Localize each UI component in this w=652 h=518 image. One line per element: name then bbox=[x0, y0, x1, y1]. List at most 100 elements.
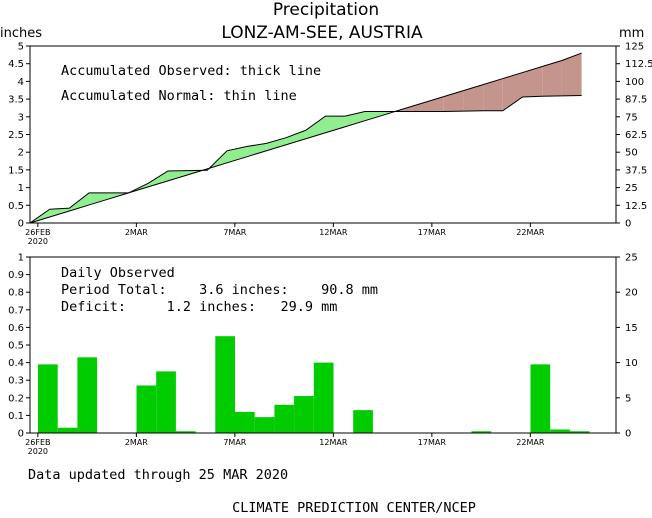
surplus-area bbox=[89, 192, 109, 205]
right-unit-label: mm bbox=[619, 26, 644, 41]
top-right-tick-label: 125 bbox=[625, 42, 644, 53]
bottom-left-tick-label: 0.8 bbox=[8, 288, 24, 299]
daily-bar bbox=[569, 431, 590, 433]
top-x-tick-label: 2MAR bbox=[125, 228, 148, 237]
bottom-x-tick-label: 2MAR bbox=[125, 438, 148, 447]
daily-bar bbox=[156, 371, 176, 433]
station-name: LONZ-AM-SEE, AUSTRIA bbox=[221, 23, 423, 43]
daily-bar bbox=[254, 417, 275, 433]
top-left-tick-label: 4.5 bbox=[8, 59, 24, 70]
bottom-axis-ticks: 00.10.20.30.40.50.60.70.80.9105101520252… bbox=[8, 253, 638, 457]
bottom-x-tick-label: 22MAR bbox=[516, 438, 545, 447]
surplus-area bbox=[246, 143, 267, 157]
top-left-tick-label: 5 bbox=[18, 42, 24, 53]
bottom-right-tick-label: 10 bbox=[625, 358, 638, 369]
accumulated-normal-line bbox=[29, 52, 582, 224]
top-axis-ticks: 00.511.522.533.544.55012.52537.55062.575… bbox=[8, 42, 652, 247]
bottom-x-tick-label: 7MAR bbox=[223, 438, 246, 447]
surplus-area bbox=[266, 137, 287, 151]
daily-bar bbox=[235, 411, 255, 433]
top-left-tick-label: 1.5 bbox=[8, 165, 24, 176]
accumulated-observed-line bbox=[29, 95, 582, 224]
top-x-tick-label: 17MAR bbox=[418, 228, 447, 237]
daily-bar bbox=[471, 431, 492, 433]
daily-bar bbox=[353, 410, 373, 433]
top-x-tick-label: 12MAR bbox=[319, 228, 348, 237]
surplus-area bbox=[286, 130, 306, 145]
credit-line: CLIMATE PREDICTION CENTER/NCEP bbox=[232, 500, 476, 516]
daily-observed-heading: Daily Observed bbox=[61, 265, 175, 281]
daily-bars-layer bbox=[38, 336, 590, 433]
top-right-tick-label: 75 bbox=[625, 112, 638, 123]
top-x-tick-label: 2020 bbox=[28, 237, 48, 246]
top-x-tick-label: 7MAR bbox=[223, 228, 246, 237]
bottom-left-tick-label: 0.6 bbox=[8, 323, 24, 334]
bottom-left-tick-label: 0.1 bbox=[8, 411, 24, 422]
deficit-area bbox=[561, 53, 582, 96]
daily-bar bbox=[57, 427, 78, 433]
top-right-tick-label: 37.5 bbox=[625, 165, 647, 176]
surplus-area bbox=[227, 146, 247, 163]
legend-observed: Accumulated Observed: thick line bbox=[61, 63, 321, 79]
daily-bar bbox=[530, 364, 551, 433]
daily-bar bbox=[274, 404, 295, 433]
deficit-area bbox=[522, 66, 543, 97]
bottom-left-tick-label: 0.2 bbox=[8, 393, 24, 404]
top-right-tick-label: 0 bbox=[625, 219, 631, 230]
left-unit-label: inches bbox=[0, 26, 42, 41]
daily-bar bbox=[77, 357, 98, 433]
accumulated-precipitation-panel: 00.511.522.533.544.55012.52537.55062.575… bbox=[8, 42, 652, 247]
bottom-left-tick-label: 0.3 bbox=[8, 376, 24, 387]
bottom-right-tick-label: 5 bbox=[625, 393, 631, 404]
bottom-left-tick-label: 0.7 bbox=[8, 305, 24, 316]
daily-bar bbox=[313, 362, 334, 433]
daily-bar bbox=[136, 385, 157, 433]
top-right-tick-label: 112.5 bbox=[625, 59, 652, 70]
surplus-area bbox=[325, 116, 346, 133]
top-right-tick-label: 87.5 bbox=[625, 95, 647, 106]
bottom-x-tick-label: 2020 bbox=[28, 447, 48, 456]
bottom-left-tick-label: 0.5 bbox=[8, 341, 24, 352]
top-right-tick-label: 12.5 bbox=[625, 201, 647, 212]
daily-bar bbox=[550, 429, 570, 433]
daily-bar bbox=[294, 396, 314, 433]
deficit-area bbox=[502, 72, 523, 111]
bottom-right-tick-label: 20 bbox=[625, 288, 638, 299]
top-right-tick-label: 50 bbox=[625, 148, 638, 159]
top-left-tick-label: 2 bbox=[18, 148, 24, 159]
top-left-tick-label: 4 bbox=[18, 77, 24, 88]
bottom-left-tick-label: 0 bbox=[18, 429, 24, 440]
surplus-area bbox=[148, 170, 168, 187]
top-left-tick-label: 3 bbox=[18, 112, 24, 123]
bottom-right-tick-label: 15 bbox=[625, 323, 638, 334]
daily-bar bbox=[215, 336, 235, 433]
deficit-area bbox=[542, 60, 562, 97]
top-left-tick-label: 2.5 bbox=[8, 130, 24, 141]
top-left-tick-label: 1 bbox=[18, 183, 24, 194]
surplus-area bbox=[69, 192, 90, 211]
top-left-tick-label: 0 bbox=[18, 219, 24, 230]
bottom-left-tick-label: 0.9 bbox=[8, 270, 24, 281]
bottom-x-tick-label: 12MAR bbox=[319, 438, 348, 447]
surplus-area bbox=[167, 170, 188, 181]
data-updated-note: Data updated through 25 MAR 2020 bbox=[28, 467, 288, 483]
period-total-text: Period Total: 3.6 inches: 90.8 mm bbox=[61, 282, 378, 298]
chart-title: Precipitation bbox=[273, 0, 379, 20]
bottom-left-tick-label: 0.4 bbox=[8, 358, 24, 369]
deficit-area bbox=[404, 102, 424, 112]
top-x-tick-label: 22MAR bbox=[516, 228, 545, 237]
daily-bar bbox=[38, 364, 58, 433]
surplus-area bbox=[305, 116, 326, 139]
bottom-right-tick-label: 25 bbox=[625, 253, 638, 264]
bottom-x-tick-label: 26FEB bbox=[25, 438, 50, 447]
top-x-tick-label: 26FEB bbox=[25, 228, 50, 237]
daily-precipitation-panel: 00.10.20.30.40.50.60.70.80.9105101520252… bbox=[8, 253, 638, 457]
top-right-tick-label: 100 bbox=[625, 77, 644, 88]
bottom-right-tick-label: 0 bbox=[625, 429, 631, 440]
deficit-area bbox=[443, 90, 464, 112]
daily-bar bbox=[175, 431, 196, 433]
surplus-area bbox=[364, 111, 385, 121]
top-right-tick-label: 25 bbox=[625, 183, 638, 194]
